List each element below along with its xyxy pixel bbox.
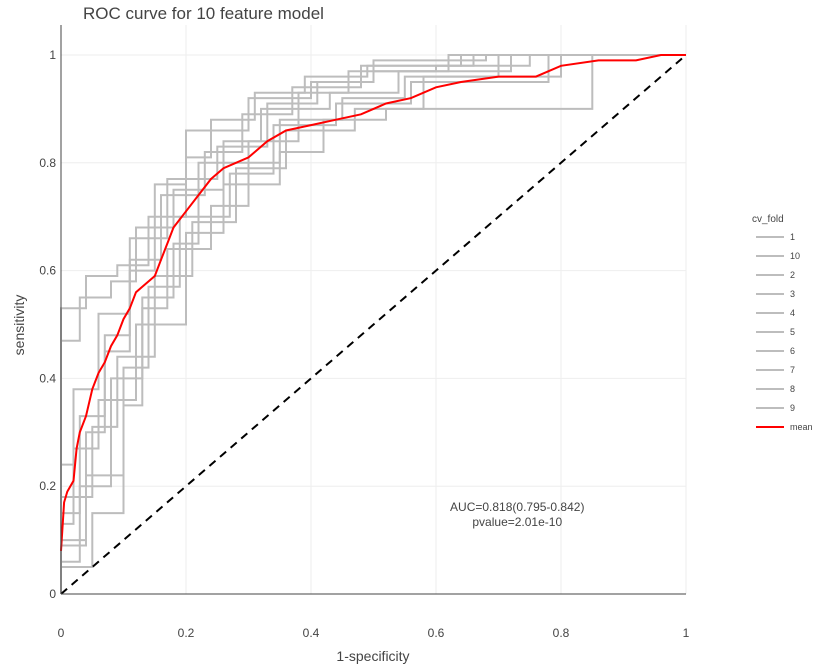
- y-tick-label: 0.4: [39, 371, 56, 385]
- legend-label-7[interactable]: 7: [790, 365, 795, 375]
- auc-annotation: AUC=0.818(0.795-0.842): [450, 500, 584, 514]
- series-line-fold-8: [60, 54, 686, 594]
- legend-label-mean[interactable]: mean: [790, 422, 813, 432]
- axes: 0 0.2 0.4 0.6 0.8 1 0 0.2 0.4 0.6 0.8 1: [39, 25, 690, 640]
- x-tick-label: 0.2: [178, 626, 195, 640]
- x-tick-label: 0.8: [553, 626, 570, 640]
- legend-label-10[interactable]: 10: [790, 251, 800, 261]
- x-tick-label: 0: [58, 626, 65, 640]
- legend-label-9[interactable]: 9: [790, 403, 795, 413]
- y-tick-label: 0: [49, 587, 56, 601]
- series-line-fold-10: [60, 54, 686, 594]
- series-lines: [60, 54, 687, 595]
- x-tick-label: 0.6: [428, 626, 445, 640]
- series-line-fold-2: [60, 54, 686, 594]
- legend-label-6[interactable]: 6: [790, 346, 795, 356]
- chart-title: ROC curve for 10 feature model: [83, 4, 324, 23]
- x-tick-label: 0.4: [303, 626, 320, 640]
- x-axis-title: 1-specificity: [336, 648, 409, 664]
- series-line-fold-7: [60, 54, 686, 594]
- series-line-fold-3: [60, 54, 686, 594]
- y-tick-label: 0.6: [39, 264, 56, 278]
- y-axis-title: sensitivity: [11, 295, 27, 356]
- series-line-fold-9: [60, 54, 686, 594]
- legend-label-1[interactable]: 1: [790, 232, 795, 242]
- series-line-fold-4: [60, 54, 686, 594]
- legend-label-2[interactable]: 2: [790, 270, 795, 280]
- series-line-mean: [60, 54, 686, 551]
- diagonal-reference-line: [60, 54, 687, 595]
- series-line-fold-6: [60, 54, 686, 594]
- series-line-fold-5: [60, 54, 686, 594]
- legend-label-5[interactable]: 5: [790, 327, 795, 337]
- y-tick-label: 1: [49, 48, 56, 62]
- legend-title: cv_fold: [752, 214, 784, 225]
- legend-label-3[interactable]: 3: [790, 289, 795, 299]
- y-tick-label: 0.8: [39, 156, 56, 170]
- pvalue-annotation: pvalue=2.01e-10: [472, 515, 562, 529]
- x-tick-label: 1: [683, 626, 690, 640]
- legend: cv_fold 1 10 2 3 4 5 6 7 8 9 mean: [752, 214, 813, 432]
- legend-label-8[interactable]: 8: [790, 384, 795, 394]
- y-tick-label: 0.2: [39, 479, 56, 493]
- legend-label-4[interactable]: 4: [790, 308, 795, 318]
